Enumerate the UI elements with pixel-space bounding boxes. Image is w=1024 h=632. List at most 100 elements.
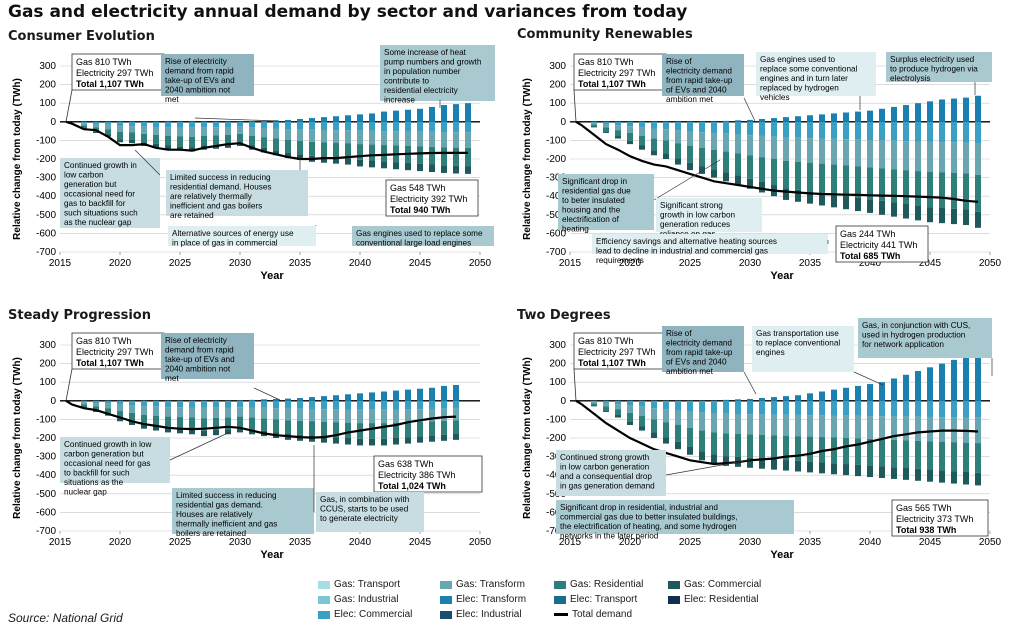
bar-negative-segment: [915, 141, 921, 172]
bar-negative-segment: [627, 400, 633, 406]
bar-negative-segment: [771, 435, 777, 460]
x-tick-label: 2030: [739, 537, 762, 548]
bar-negative-segment: [165, 407, 171, 417]
bar-negative-segment: [747, 414, 753, 435]
bar-negative-segment: [321, 142, 327, 157]
bar-negative-segment: [93, 406, 99, 411]
bar-negative-segment: [711, 413, 717, 433]
bar-negative-segment: [189, 417, 195, 430]
bar-negative-segment: [675, 410, 681, 425]
bar-negative-segment: [843, 415, 849, 438]
annotation-text: Gas, in conjunction with CUS,: [862, 321, 970, 330]
bar-negative-segment: [819, 138, 825, 164]
bar-negative-segment: [783, 435, 789, 461]
bar-negative-segment: [177, 136, 183, 147]
bar-negative-segment: [747, 121, 753, 136]
bar-negative-segment: [735, 134, 741, 154]
bar-negative-segment: [603, 406, 609, 411]
annotation-text: in population number: [384, 67, 461, 76]
bar-negative-segment: [615, 136, 621, 139]
bar-negative-segment: [855, 400, 861, 416]
annotation-text: Significant drop in: [562, 177, 628, 186]
bar-negative-segment: [285, 400, 291, 409]
bar-negative-segment: [663, 153, 669, 159]
bar-negative-segment: [177, 121, 183, 128]
bar-negative-segment: [915, 205, 921, 221]
bar-negative-segment: [453, 165, 459, 174]
annotation-text: vehicles: [760, 93, 790, 102]
bar-negative-segment: [441, 147, 447, 166]
bar-negative-segment: [393, 437, 399, 445]
bar-negative-segment: [903, 204, 909, 219]
annotation-text: Rise of electricity: [165, 336, 228, 345]
bar-positive: [405, 109, 411, 122]
annotation-text: occasional need for: [64, 190, 135, 199]
bar-negative-segment: [915, 468, 921, 481]
bar-negative-segment: [723, 400, 729, 414]
bar-negative-segment: [465, 147, 471, 167]
bar-negative-segment: [831, 463, 837, 475]
bar-negative-segment: [939, 172, 945, 208]
y-tick-label: -700: [546, 247, 566, 258]
annotation-text: gas to backfill for: [64, 199, 126, 208]
annotation-text: such situations such: [64, 209, 138, 218]
y-tick-label: -400: [546, 191, 566, 202]
bar-positive: [345, 394, 351, 401]
source-note: Source: National Grid: [8, 611, 123, 625]
bar-positive: [285, 398, 291, 401]
annotation-box: [352, 226, 494, 246]
bar-negative-segment: [117, 121, 123, 126]
end-label-text: Electricity 373 TWh: [896, 514, 973, 524]
bar-negative-segment: [357, 159, 363, 167]
bar-negative-segment: [903, 440, 909, 468]
bar-negative-segment: [639, 135, 645, 146]
bar-negative-segment: [369, 144, 375, 161]
annotation-text: Houses are relatively: [176, 510, 253, 519]
x-tick-label: 2050: [469, 258, 492, 269]
annotation-box: [858, 318, 992, 358]
chart-panel-2: 3002001000-100-200-300-400-500-600-70020…: [12, 332, 492, 561]
bar-negative-segment: [735, 400, 741, 415]
bar-negative-segment: [429, 146, 435, 165]
bar-negative-segment: [891, 202, 897, 217]
y-tick-label: -100: [36, 414, 56, 425]
bar-negative-segment: [345, 143, 351, 159]
bar-negative-segment: [663, 140, 669, 154]
end-label-box: [385, 179, 479, 217]
bar-negative-segment: [393, 121, 399, 132]
bar-negative-segment: [93, 121, 99, 125]
panel-title-two-degrees: Two Degrees: [517, 308, 611, 323]
bar-negative-segment: [261, 127, 267, 138]
bar-negative-segment: [309, 408, 315, 422]
legend-swatch: [668, 595, 680, 604]
bar-negative-segment: [663, 129, 669, 141]
bar-negative-segment: [663, 121, 669, 130]
bar-negative-segment: [771, 400, 777, 415]
bar-negative-segment: [927, 207, 933, 223]
bar-negative-segment: [201, 418, 207, 431]
bar-negative-segment: [357, 400, 363, 410]
bar-negative-segment: [165, 121, 171, 128]
bar-negative-segment: [189, 400, 195, 408]
bar-negative-segment: [309, 141, 315, 156]
bar-negative-segment: [417, 131, 423, 147]
bar-negative-segment: [333, 142, 339, 158]
bar-negative-segment: [939, 441, 945, 471]
bar-negative-segment: [405, 422, 411, 438]
bar-negative-segment: [201, 121, 207, 128]
bar-negative-segment: [651, 150, 657, 156]
bar-negative-segment: [891, 439, 897, 468]
annotation-text: thermally inefficient and gas: [176, 520, 277, 529]
bar-negative-segment: [429, 421, 435, 436]
y-tick-label: -200: [36, 433, 56, 444]
y-tick-label: -500: [36, 210, 56, 221]
bar-negative-segment: [783, 460, 789, 471]
bar-negative-segment: [405, 409, 411, 423]
bar-negative-segment: [759, 434, 765, 459]
bar-negative-segment: [687, 131, 693, 146]
annotation-text: heating: [562, 225, 589, 234]
annotation-text: conventional large load engines: [356, 239, 471, 248]
annotation-pointer: [743, 97, 756, 122]
bar-negative-segment: [405, 121, 411, 132]
bar-negative-segment: [117, 418, 123, 422]
